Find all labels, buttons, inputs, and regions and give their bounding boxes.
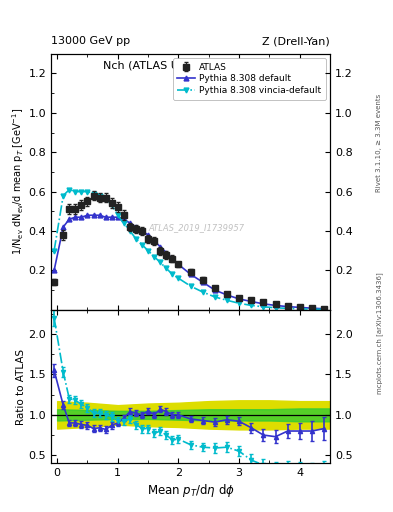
Pythia 8.308 vincia-default (237, 300, 241, 306)
Pythia 8.308 vincia-default (109, 202, 114, 208)
Pythia 8.308 default (109, 214, 114, 220)
Text: Nch (ATLAS UE in Z production): Nch (ATLAS UE in Z production) (103, 61, 278, 72)
Pythia 8.308 vincia-default (116, 212, 120, 218)
Pythia 8.308 default (103, 214, 108, 220)
Pythia 8.308 vincia-default (225, 297, 230, 304)
Pythia 8.308 default (61, 224, 66, 230)
Pythia 8.308 default (128, 220, 132, 226)
Pythia 8.308 default (237, 296, 241, 302)
Pythia 8.308 default (298, 304, 302, 310)
Pythia 8.308 vincia-default (128, 228, 132, 234)
Pythia 8.308 vincia-default (261, 304, 266, 310)
Pythia 8.308 default (91, 212, 96, 218)
Pythia 8.308 default (273, 303, 278, 309)
Pythia 8.308 vincia-default (97, 193, 102, 199)
Text: mcplots.cern.ch [arXiv:1306.3436]: mcplots.cern.ch [arXiv:1306.3436] (376, 272, 383, 394)
Pythia 8.308 vincia-default (176, 275, 181, 281)
Y-axis label: Ratio to ATLAS: Ratio to ATLAS (16, 349, 26, 424)
Pythia 8.308 default (116, 214, 120, 220)
Pythia 8.308 default (146, 232, 151, 238)
Pythia 8.308 vincia-default (73, 188, 78, 195)
Pythia 8.308 default (188, 271, 193, 278)
Pythia 8.308 default (176, 262, 181, 268)
Pythia 8.308 default (121, 216, 126, 222)
Pythia 8.308 default (73, 214, 78, 220)
Pythia 8.308 default (225, 292, 230, 298)
Pythia 8.308 vincia-default (61, 193, 66, 199)
Pythia 8.308 vincia-default (249, 303, 253, 309)
Pythia 8.308 vincia-default (200, 289, 205, 295)
Pythia 8.308 default (310, 305, 314, 311)
Pythia 8.308 default (170, 255, 175, 262)
Pythia 8.308 vincia-default (67, 186, 72, 193)
Pythia 8.308 vincia-default (188, 283, 193, 289)
Pythia 8.308 vincia-default (310, 306, 314, 312)
Pythia 8.308 vincia-default (322, 306, 327, 312)
Pythia 8.308 default (322, 306, 327, 312)
Text: Rivet 3.1.10, ≥ 3.3M events: Rivet 3.1.10, ≥ 3.3M events (376, 94, 382, 193)
Pythia 8.308 vincia-default (158, 260, 163, 266)
Pythia 8.308 default (213, 287, 217, 293)
Pythia 8.308 vincia-default (298, 306, 302, 312)
Pythia 8.308 default (97, 212, 102, 218)
Pythia 8.308 vincia-default (103, 195, 108, 201)
Y-axis label: 1/N$_{\rm ev}$ dN$_{\rm ev}$/d mean p$_T$ [GeV$^{-1}$]: 1/N$_{\rm ev}$ dN$_{\rm ev}$/d mean p$_T… (10, 108, 26, 255)
Pythia 8.308 default (52, 267, 57, 273)
Pythia 8.308 vincia-default (121, 220, 126, 226)
Pythia 8.308 vincia-default (85, 188, 90, 195)
Pythia 8.308 vincia-default (164, 265, 169, 271)
Pythia 8.308 default (261, 301, 266, 307)
Pythia 8.308 vincia-default (134, 236, 138, 242)
Pythia 8.308 default (152, 238, 156, 244)
Line: Pythia 8.308 vincia-default: Pythia 8.308 vincia-default (52, 187, 327, 312)
Pythia 8.308 default (67, 216, 72, 222)
Pythia 8.308 default (164, 249, 169, 255)
Text: Z (Drell-Yan): Z (Drell-Yan) (263, 36, 330, 46)
Pythia 8.308 default (285, 304, 290, 310)
Pythia 8.308 default (200, 279, 205, 285)
Legend: ATLAS, Pythia 8.308 default, Pythia 8.308 vincia-default: ATLAS, Pythia 8.308 default, Pythia 8.30… (173, 58, 326, 100)
Pythia 8.308 vincia-default (170, 271, 175, 278)
Pythia 8.308 vincia-default (140, 242, 145, 248)
Pythia 8.308 default (140, 228, 145, 234)
Text: ATLAS_2019_I1739957: ATLAS_2019_I1739957 (148, 223, 244, 232)
Pythia 8.308 vincia-default (285, 305, 290, 311)
Pythia 8.308 default (85, 212, 90, 218)
Pythia 8.308 vincia-default (91, 190, 96, 197)
Pythia 8.308 vincia-default (273, 305, 278, 311)
Pythia 8.308 vincia-default (152, 253, 156, 260)
Pythia 8.308 vincia-default (79, 188, 84, 195)
Line: Pythia 8.308 default: Pythia 8.308 default (52, 213, 327, 311)
X-axis label: Mean $p_T$/d$\eta$ d$\phi$: Mean $p_T$/d$\eta$ d$\phi$ (147, 482, 235, 499)
Pythia 8.308 default (79, 214, 84, 220)
Pythia 8.308 vincia-default (213, 294, 217, 300)
Pythia 8.308 default (158, 244, 163, 250)
Pythia 8.308 vincia-default (52, 248, 57, 254)
Text: 13000 GeV pp: 13000 GeV pp (51, 36, 130, 46)
Pythia 8.308 default (249, 298, 253, 305)
Pythia 8.308 default (134, 224, 138, 230)
Pythia 8.308 vincia-default (146, 248, 151, 254)
